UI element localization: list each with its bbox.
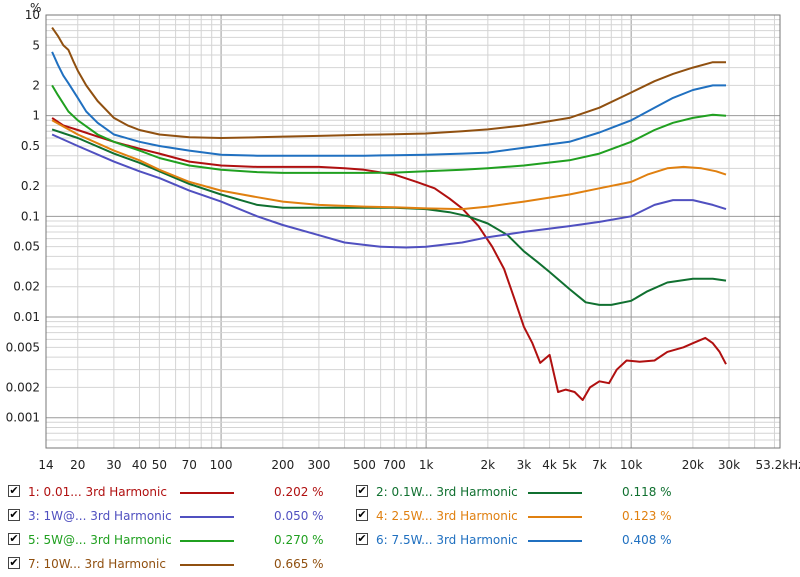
grid-lines [46,14,780,449]
x-tick-label: 70 [182,458,197,472]
checkbox-series-6[interactable]: ✔ [356,532,368,545]
legend-label-5: 5: 5W@... 3rd Harmonic [28,533,172,547]
distortion-chart: 14 20 30 40 50 70 100 200 300 500 700 1k 2k 3k 4k 5k 7k 1… [6,1,800,472]
legend-value-5: 0.270 % [274,533,324,547]
legend-label-1: 1: 0.01... 3rd Harmonic [28,485,167,499]
legend-swatch-1 [180,492,234,494]
legend: ✔ 1: 0.01... 3rd Harmonic 0.202 % ✔ 2: 0… [0,480,800,575]
x-tick-label: 30k [718,458,740,472]
tick-labels: 14 20 30 40 50 70 100 200 300 500 700 1k 2k 3k 4k 5k 7k 1… [6,1,800,472]
y-tick-label: 0.001 [6,411,40,425]
x-tick-label: 3k [517,458,532,472]
x-tick-label: 700 [383,458,406,472]
legend-label-4: 4: 2.5W... 3rd Harmonic [376,509,518,523]
x-tick-label: 50 [152,458,167,472]
legend-label-3: 3: 1W@... 3rd Harmonic [28,509,172,523]
legend-swatch-2 [528,492,582,494]
y-tick-label: 1 [32,109,40,123]
series-line-4 [51,119,727,211]
checkbox-series-2[interactable]: ✔ [356,484,368,497]
x-tick-label: 200 [271,458,294,472]
plot-frame [45,14,781,449]
y-tick-label: 0.2 [21,179,40,193]
checkbox-series-3[interactable]: ✔ [8,508,20,521]
x-tick-label: 1k [419,458,434,472]
legend-label-2: 2: 0.1W... 3rd Harmonic [376,485,518,499]
x-tick-label: 40 [132,458,147,472]
y-tick-label: 0.05 [13,240,40,254]
legend-label-7: 7: 10W... 3rd Harmonic [28,557,166,571]
legend-label-6: 6: 7.5W... 3rd Harmonic [376,533,518,547]
legend-value-7: 0.665 % [274,557,324,571]
checkbox-series-4[interactable]: ✔ [356,508,368,521]
series-line-5 [51,84,727,174]
x-tick-label: 300 [307,458,330,472]
series-line-1 [51,117,727,401]
x-tick-label: 14 [38,458,53,472]
legend-value-2: 0.118 % [622,485,672,499]
y-tick-label: 0.02 [13,280,40,294]
series-lines [51,27,727,401]
legend-swatch-7 [180,564,234,566]
y-tick-label: 0.5 [21,139,40,153]
y-tick-label: 0.01 [13,310,40,324]
legend-swatch-5 [180,540,234,542]
x-tick-label: 5k [562,458,577,472]
y-tick-label: 0.002 [6,380,40,394]
chart-canvas: 14 20 30 40 50 70 100 200 300 500 700 1k 2k 3k 4k 5k 7k 1… [6,1,800,472]
x-tick-label: 53.2kHz [756,458,800,472]
checkbox-series-5[interactable]: ✔ [8,532,20,545]
series-line-7 [51,27,726,139]
legend-swatch-6 [528,540,582,542]
y-unit-label: % [30,1,41,15]
plot-border [45,14,781,449]
legend-value-6: 0.408 % [622,533,672,547]
y-tick-label: 0.005 [6,340,40,354]
legend-swatch-3 [180,516,234,518]
series-line-3 [51,133,727,249]
x-tick-label: 7k [592,458,607,472]
legend-value-3: 0.050 % [274,509,324,523]
x-tick-label: 100 [210,458,233,472]
y-tick-label: 2 [32,78,40,92]
x-tick-label: 10k [620,458,642,472]
x-tick-label: 20 [70,458,85,472]
x-tick-label: 2k [481,458,496,472]
legend-swatch-4 [528,516,582,518]
x-tick-label: 20k [682,458,704,472]
checkbox-series-1[interactable]: ✔ [8,484,20,497]
legend-value-1: 0.202 % [274,485,324,499]
x-tick-label: 500 [353,458,376,472]
y-tick-label: 5 [32,38,40,52]
checkbox-series-7[interactable]: ✔ [8,556,20,569]
y-tick-label: 10 [25,8,40,22]
series-line-2 [51,128,727,306]
series-line-6 [51,51,726,157]
x-tick-label: 30 [106,458,121,472]
legend-value-4: 0.123 % [622,509,672,523]
x-tick-label: 4k [542,458,557,472]
y-tick-label: 0.1 [21,209,40,223]
